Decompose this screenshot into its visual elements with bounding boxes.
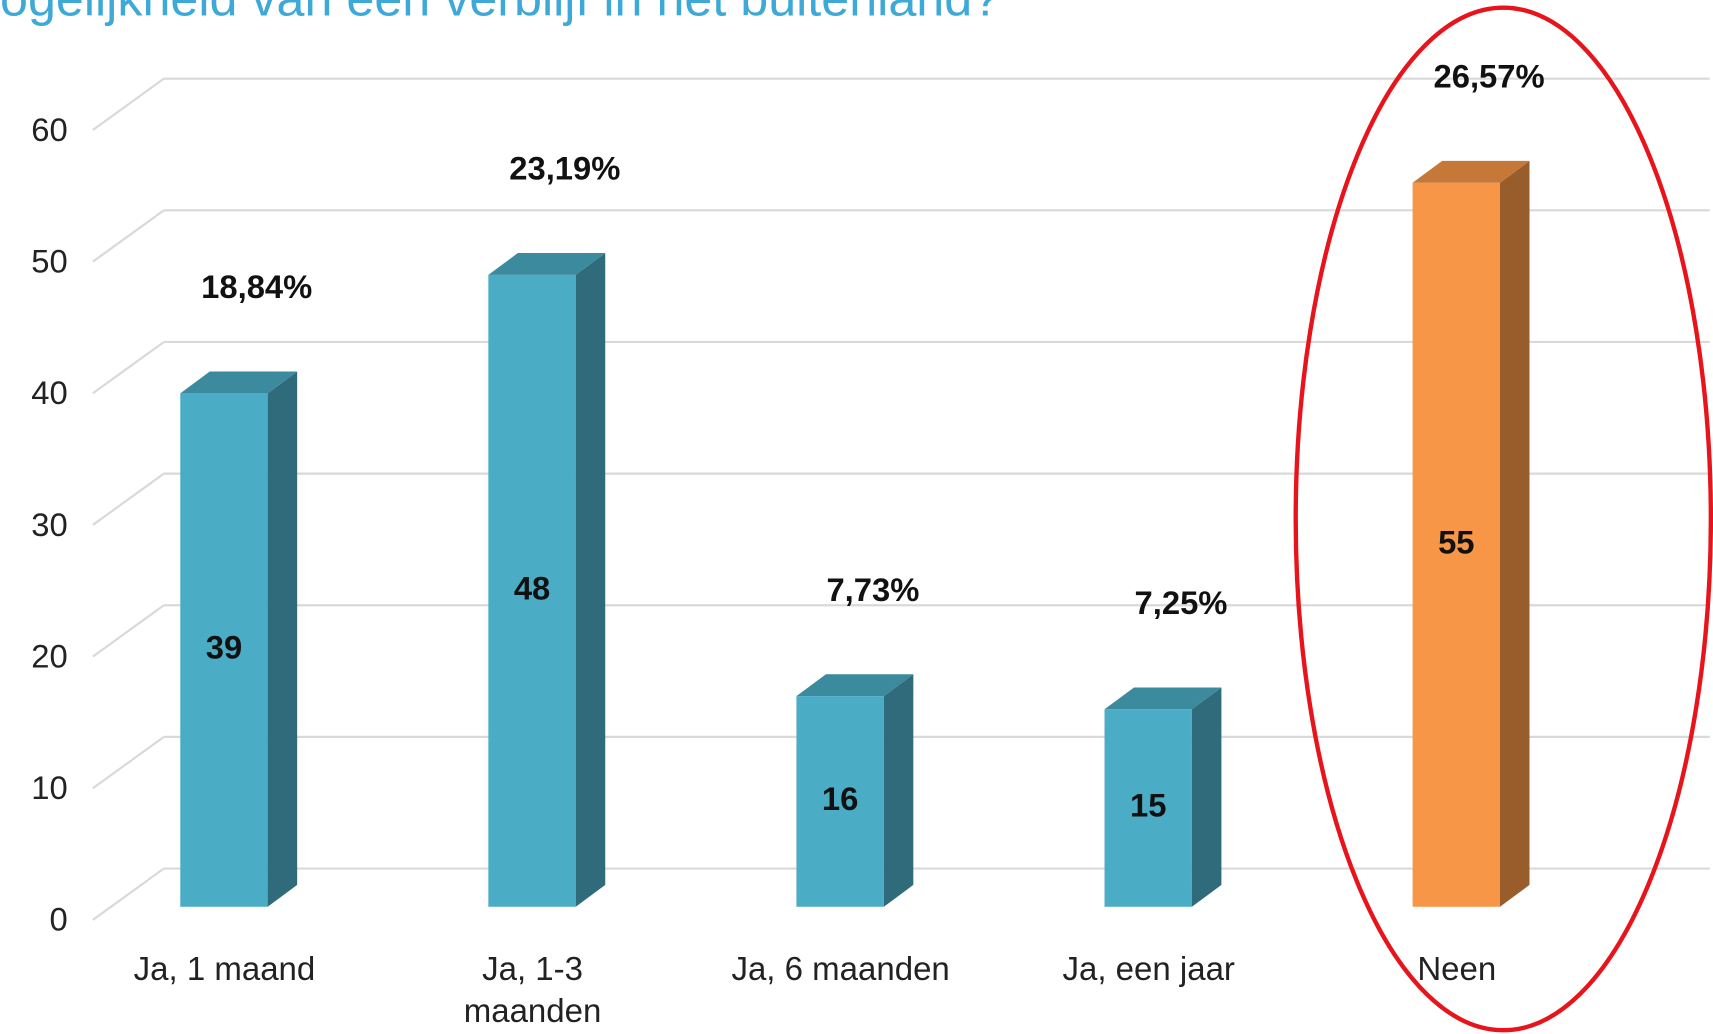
grid-line-side xyxy=(92,867,165,921)
data-label: 39 xyxy=(206,629,242,666)
bar-side xyxy=(1191,687,1222,907)
percent-label: 7,73% xyxy=(826,571,919,608)
percent-label: 7,25% xyxy=(1135,584,1228,621)
bar xyxy=(1104,709,1192,907)
bar xyxy=(488,274,576,907)
percent-label: 23,19% xyxy=(509,150,620,187)
data-label: 15 xyxy=(1130,787,1166,824)
x-tick-label: Ja, 1-3 maanden xyxy=(463,950,602,1029)
grid-line-side xyxy=(92,604,165,658)
y-tick-label: 20 xyxy=(31,637,67,674)
data-label: 55 xyxy=(1438,523,1474,560)
grid-line-side xyxy=(92,341,165,395)
x-tick-label: Ja, een jaar xyxy=(1062,950,1235,988)
bar-side xyxy=(267,371,298,907)
highlight-ellipse xyxy=(1293,5,1713,1033)
x-tick-label: Ja, 1 maand xyxy=(133,950,316,988)
bar-side xyxy=(575,253,606,907)
grid-line-side xyxy=(92,736,165,790)
bar-top xyxy=(1412,160,1530,183)
y-tick-label: 10 xyxy=(31,769,67,806)
y-tick-label: 30 xyxy=(31,506,67,543)
bar xyxy=(180,393,268,907)
grid-line-side xyxy=(92,209,165,263)
bar-top xyxy=(1104,687,1222,710)
x-tick-label: Ja, 6 maanden xyxy=(731,950,950,988)
bar xyxy=(1412,182,1501,907)
percent-label: 18,84% xyxy=(201,268,312,305)
y-tick-label: 60 xyxy=(31,111,67,148)
data-label: 16 xyxy=(822,780,858,817)
data-label: 48 xyxy=(514,569,550,606)
grid-line-side xyxy=(92,472,165,526)
bar-top xyxy=(796,674,914,697)
bar-top xyxy=(180,371,298,394)
chart-title: ogelijkheid van een verblijf in het buit… xyxy=(0,0,1000,26)
y-tick-label: 40 xyxy=(31,374,67,411)
bar-side xyxy=(883,674,914,907)
x-tick-label: Neen xyxy=(1417,950,1497,988)
bar xyxy=(796,696,884,907)
y-tick-label: 50 xyxy=(31,242,67,279)
bar-top xyxy=(488,253,606,275)
grid-line-side xyxy=(92,77,165,131)
percent-label: 26,57% xyxy=(1434,58,1545,95)
y-tick-label: 0 xyxy=(50,901,68,938)
bar-side xyxy=(1500,160,1530,907)
